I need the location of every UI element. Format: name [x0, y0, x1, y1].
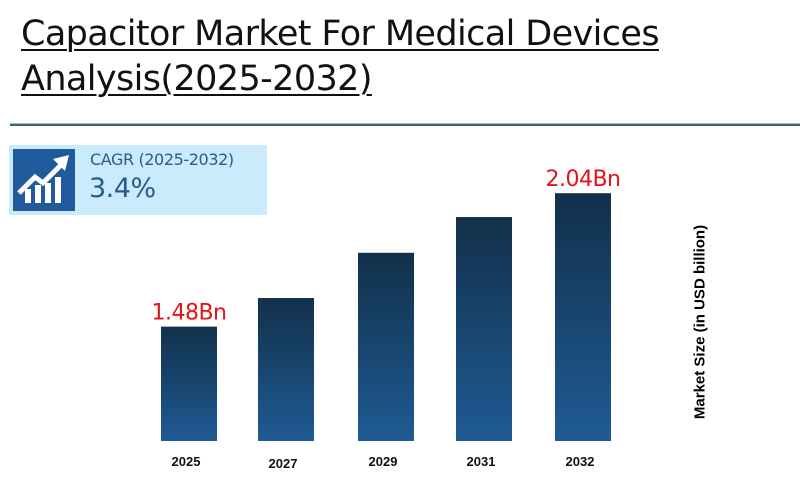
cagr-label: CAGR (2025-2032)	[90, 150, 234, 169]
page-title: Capacitor Market For Medical Devices Ana…	[21, 12, 660, 102]
bar-2029	[358, 252, 414, 441]
x-tick-label-2032: 2032	[566, 454, 595, 469]
title-divider	[10, 123, 800, 126]
data-label-2032: 2.04Bn	[545, 167, 620, 192]
bar-2032	[555, 193, 611, 441]
cagr-value: 3.4%	[89, 173, 156, 204]
data-label-2025: 1.48Bn	[151, 301, 226, 326]
growth-chart-arrow-icon	[13, 149, 75, 211]
bar-2031	[456, 217, 512, 441]
bar-2025	[161, 326, 217, 441]
y-axis-label: Market Size (in USD billion)	[691, 224, 709, 420]
x-tick-label-2031: 2031	[467, 454, 496, 469]
title-line-1: Capacitor Market For Medical Devices	[21, 14, 660, 54]
x-tick-label-2025: 2025	[172, 454, 201, 469]
cagr-card: CAGR (2025-2032) 3.4%	[9, 145, 267, 215]
title-line-2: Analysis(2025-2032)	[21, 59, 372, 99]
bar-2027	[258, 298, 314, 441]
x-tick-label-2029: 2029	[369, 454, 398, 469]
x-tick-label-2027: 2027	[269, 456, 298, 471]
